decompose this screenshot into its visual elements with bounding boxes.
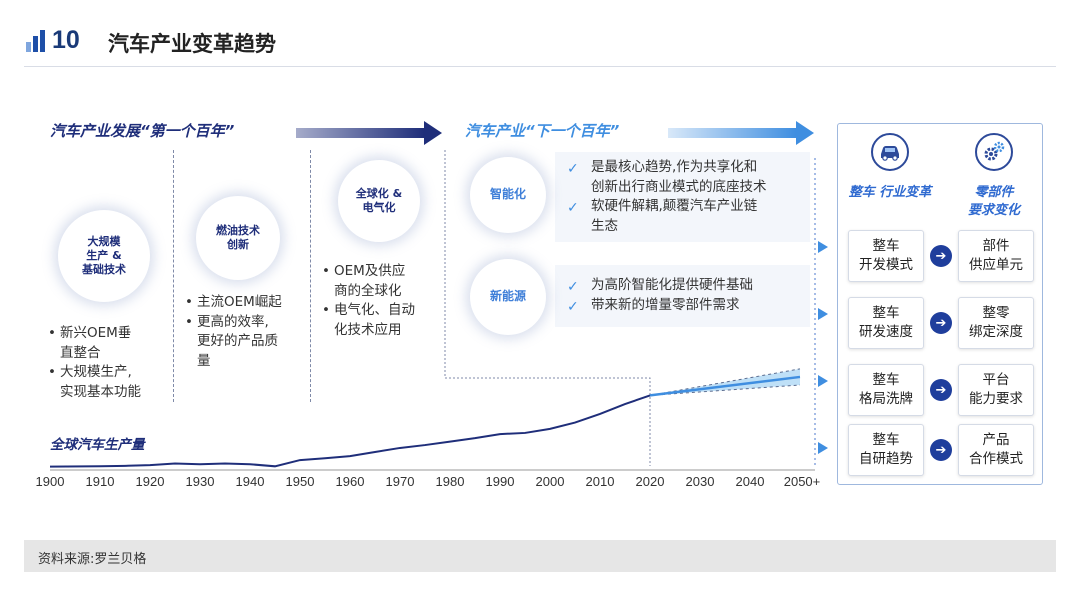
arrow-right-icon: ➔ xyxy=(930,379,952,401)
parts-cell: 部件 供应单元 xyxy=(958,230,1034,282)
x-tick-label: 1960 xyxy=(336,474,365,489)
era-next-title: 汽车产业“下一个百年” xyxy=(465,122,620,140)
industry-change-title: 整车 行业变革 xyxy=(848,185,932,200)
bullet-item: OEM及供应 商的全球化 xyxy=(322,262,442,301)
forecast-lower-line xyxy=(649,384,801,396)
production-series-line xyxy=(49,394,651,468)
car-icon xyxy=(871,133,909,171)
bullet-item: 电气化、自动 化技术应用 xyxy=(322,301,442,340)
header-divider xyxy=(24,66,1056,67)
intelligence-panel xyxy=(555,152,810,242)
arrow-right-icon: ➔ xyxy=(930,439,952,461)
era-next-arrow xyxy=(668,121,814,145)
arrow-right-icon: ➔ xyxy=(930,245,952,267)
intelligence-points: ✓ 是最核心趋势,作为共享化和 创新出行商业模式的底座技术 ✓ 软硬件解耦,颠覆… xyxy=(567,158,807,236)
phase-circle-globalization: 全球化 & 电气化 xyxy=(338,160,420,242)
check-item: ✓ 软硬件解耦,颠覆汽车产业链 生态 xyxy=(567,198,758,234)
bar-chart-icon xyxy=(26,30,46,52)
phase-circle-mass-production: 大规模 生产 & 基础技术 xyxy=(58,210,150,302)
x-tick-label: 1970 xyxy=(386,474,415,489)
bullet-item: 更高的效率, 更好的产品质 量 xyxy=(185,313,305,372)
x-tick-label: 1910 xyxy=(86,474,115,489)
x-tick-label: 1900 xyxy=(36,474,65,489)
page-title: 汽车产业变革趋势 xyxy=(108,32,276,56)
x-tick-label: 2040 xyxy=(736,474,765,489)
page-header: 10 汽车产业变革趋势 xyxy=(24,26,1056,60)
industry-cell: 整车 研发速度 xyxy=(848,297,924,349)
x-tick-label: 1950 xyxy=(286,474,315,489)
check-icon: ✓ xyxy=(567,279,579,295)
parts-cell: 平台 能力要求 xyxy=(958,364,1034,416)
phase-bullets-1: 新兴OEM垂 直整合 大规模生产, 实现基本功能 xyxy=(48,324,168,402)
arrow-right-icon: ➔ xyxy=(930,312,952,334)
new-energy-panel xyxy=(555,265,810,327)
connector-arrows xyxy=(818,241,828,454)
check-icon: ✓ xyxy=(567,200,579,217)
impact-panel: 整车 行业变革 零部件 要求变化 整车 开发模式 ➔ 部件 供应单元 整车 研发… xyxy=(837,123,1043,485)
parts-cell: 产品 合作模式 xyxy=(958,424,1034,476)
x-tick-label: 1990 xyxy=(486,474,515,489)
parts-change-title: 零部件 要求变化 xyxy=(967,185,1020,218)
phase-bullets-2: 主流OEM崛起 更高的效率, 更好的产品质 量 xyxy=(185,293,305,371)
x-tick-label: 1930 xyxy=(186,474,215,489)
industry-cell: 整车 格局洗牌 xyxy=(848,364,924,416)
forecast-upper-line xyxy=(649,368,801,396)
bullet-item: 新兴OEM垂 直整合 xyxy=(48,324,168,363)
x-tick-label: 2000 xyxy=(536,474,565,489)
intelligence-circle: 智能化 xyxy=(470,157,546,233)
x-tick-label: 1920 xyxy=(136,474,165,489)
future-outline xyxy=(444,150,651,466)
check-item: ✓ 是最核心趋势,作为共享化和 创新出行商业模式的底座技术 xyxy=(567,159,767,195)
phase-bullets-3: OEM及供应 商的全球化 电气化、自动 化技术应用 xyxy=(322,262,442,340)
phase-divider xyxy=(310,150,311,402)
new-energy-points: ✓ 为高阶智能化提供硬件基础 ✓ 带来新的增量零部件需求 xyxy=(567,276,807,315)
industry-cell: 整车 开发模式 xyxy=(848,230,924,282)
section-number: 10 xyxy=(52,26,80,54)
parts-cell: 整零 绑定深度 xyxy=(958,297,1034,349)
check-icon: ✓ xyxy=(567,298,579,315)
source-footer: 资料来源:罗兰贝格 xyxy=(24,540,1056,572)
check-item: ✓ 带来新的增量零部件需求 xyxy=(567,296,807,316)
x-tick-label: 2030 xyxy=(686,474,715,489)
x-tick-label: 2050+ xyxy=(784,474,821,489)
check-item: ✓ 为高阶智能化提供硬件基础 xyxy=(567,276,807,296)
era-first-title: 汽车产业发展“第一个百年” xyxy=(50,122,235,140)
x-tick-label: 2010 xyxy=(586,474,615,489)
industry-cell: 整车 自研趋势 xyxy=(848,424,924,476)
phase-circle-fuel-tech: 燃油技术 创新 xyxy=(196,196,280,280)
x-tick-label: 2020 xyxy=(636,474,665,489)
forecast-center-line xyxy=(649,375,801,397)
chart-title: 全球汽车生产量 xyxy=(50,437,145,453)
x-tick-label: 1940 xyxy=(236,474,265,489)
x-tick-label: 1980 xyxy=(436,474,465,489)
bullet-item: 主流OEM崛起 xyxy=(185,293,305,313)
new-energy-circle: 新能源 xyxy=(470,259,546,335)
era-first-arrow xyxy=(296,121,442,145)
check-icon: ✓ xyxy=(567,161,579,177)
bullet-item: 大规模生产, 实现基本功能 xyxy=(48,363,168,402)
source-text: 资料来源:罗兰贝格 xyxy=(38,552,147,567)
gears-icon xyxy=(975,133,1013,171)
phase-divider xyxy=(173,150,174,402)
